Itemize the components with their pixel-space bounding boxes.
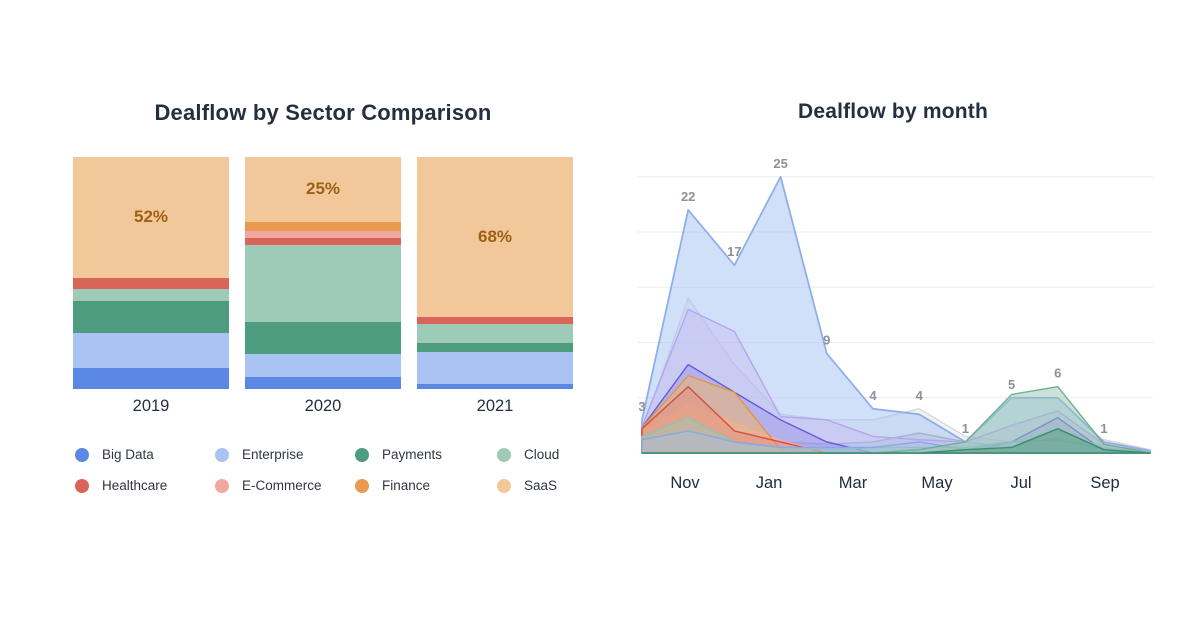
legend-item-e-commerce: E-Commerce bbox=[215, 475, 355, 496]
legend-item-finance: Finance bbox=[355, 475, 497, 496]
legend-dot-icon bbox=[355, 447, 369, 462]
bar-segment-payments bbox=[73, 300, 229, 334]
year-label-2019: 2019 bbox=[132, 397, 170, 415]
legend-label: SaaS bbox=[524, 478, 558, 493]
legend-item-cloud: Cloud bbox=[497, 444, 585, 465]
year-label-2020: 2020 bbox=[304, 397, 342, 415]
bar-segment-payments bbox=[417, 342, 573, 352]
point-label-aug: 1 bbox=[1100, 421, 1107, 436]
saas-share-label: 68% bbox=[477, 227, 513, 247]
sector-legend: Big Data Enterprise Payments Cloud Healthcar… bbox=[75, 444, 585, 496]
saas-share-label: 25% bbox=[305, 179, 341, 199]
point-label-may: 1 bbox=[962, 421, 969, 436]
legend-dot-icon bbox=[75, 447, 89, 462]
month-chart-title: Dealflow by month bbox=[797, 100, 989, 123]
bar-segment-cloud bbox=[73, 289, 229, 301]
legend-label: Enterprise bbox=[242, 447, 304, 462]
bar-segment-cloud bbox=[245, 245, 401, 322]
bar-segment-saas: 68% bbox=[417, 157, 573, 318]
bar-segment-enterprise bbox=[245, 354, 401, 378]
bar-segment-saas: 52% bbox=[73, 157, 229, 278]
legend-label: Healthcare bbox=[102, 478, 168, 493]
bar-segment-payments bbox=[245, 321, 401, 355]
stacked-bars: 52% 25% 68% bbox=[73, 157, 573, 389]
x-axis-label-sep: Sep bbox=[1090, 474, 1119, 492]
legend-item-saas: SaaS bbox=[497, 475, 585, 496]
area-series-green-main bbox=[641, 386, 1151, 454]
bar-segment-big-data bbox=[245, 377, 401, 389]
bar-segment-saas: 25% bbox=[245, 157, 401, 222]
area-series-gray-dark bbox=[641, 424, 1151, 454]
x-axis-label-nov: Nov bbox=[670, 474, 700, 492]
stacked-bar-2019: 52% bbox=[73, 157, 229, 389]
x-axis-label-jan: Jan bbox=[756, 474, 783, 492]
legend-label: Cloud bbox=[524, 447, 560, 462]
legend-item-healthcare: Healthcare bbox=[75, 475, 215, 496]
point-label-mar: 4 bbox=[869, 388, 877, 403]
bar-segment-enterprise bbox=[73, 333, 229, 369]
area-series-green-dark bbox=[641, 427, 1151, 454]
legend-label: E-Commerce bbox=[242, 478, 322, 493]
year-axis: 2019 2020 2021 bbox=[73, 397, 573, 416]
point-label-jun: 5 bbox=[1008, 377, 1015, 392]
legend-item-enterprise: Enterprise bbox=[215, 444, 355, 465]
point-label-jul: 6 bbox=[1054, 366, 1061, 381]
area-series-pink bbox=[641, 402, 1151, 454]
point-label-nov: 22 bbox=[681, 189, 695, 204]
area-series-orange bbox=[641, 374, 1151, 454]
point-label-jan: 25 bbox=[773, 156, 787, 171]
area-series-red bbox=[641, 386, 1151, 454]
bar-segment-healthcare bbox=[73, 277, 229, 290]
x-axis-label-jul: Jul bbox=[1010, 474, 1031, 492]
bar-segment-e-commerce bbox=[245, 231, 401, 239]
legend-dot-icon bbox=[215, 447, 229, 462]
x-axis-label-may: May bbox=[921, 474, 953, 492]
legend-dot-icon bbox=[75, 478, 89, 493]
area-series-violet bbox=[641, 363, 1151, 454]
sector-chart-title: Dealflow by Sector Comparison bbox=[154, 100, 492, 125]
legend-item-payments: Payments bbox=[355, 444, 497, 465]
legend-dot-icon bbox=[355, 478, 369, 493]
legend-label: Big Data bbox=[102, 447, 154, 462]
point-label-apr: 4 bbox=[916, 388, 924, 403]
year-label-2021: 2021 bbox=[476, 397, 514, 415]
area-series-blue-main bbox=[641, 175, 1152, 454]
point-label-oct: 3 bbox=[638, 399, 645, 414]
saas-share-label: 52% bbox=[133, 207, 169, 227]
bar-segment-cloud bbox=[417, 324, 573, 343]
legend-dot-icon bbox=[215, 478, 229, 493]
area-series-lavender bbox=[641, 308, 1151, 454]
area-series-gray-light bbox=[641, 297, 1151, 454]
bar-segment-finance bbox=[245, 221, 401, 232]
stacked-bar-2021: 68% bbox=[417, 157, 573, 389]
bar-segment-big-data bbox=[417, 384, 573, 389]
point-label-feb: 9 bbox=[823, 333, 830, 348]
legend-label: Finance bbox=[382, 478, 431, 493]
bar-segment-enterprise bbox=[417, 351, 573, 385]
legend-dot-icon bbox=[497, 478, 511, 493]
legend-item-big-data: Big Data bbox=[75, 444, 215, 465]
bar-segment-healthcare bbox=[417, 317, 573, 325]
bar-segment-big-data bbox=[73, 368, 229, 389]
area-series-teal-light bbox=[641, 416, 1151, 454]
bar-segment-healthcare bbox=[245, 238, 401, 246]
area-series-blue-small bbox=[641, 430, 1151, 454]
point-label-dec: 17 bbox=[727, 244, 741, 259]
legend-dot-icon bbox=[497, 447, 511, 462]
x-axis-label-mar: Mar bbox=[839, 474, 868, 492]
legend-label: Payments bbox=[382, 447, 443, 462]
stacked-bar-2020: 25% bbox=[245, 157, 401, 389]
